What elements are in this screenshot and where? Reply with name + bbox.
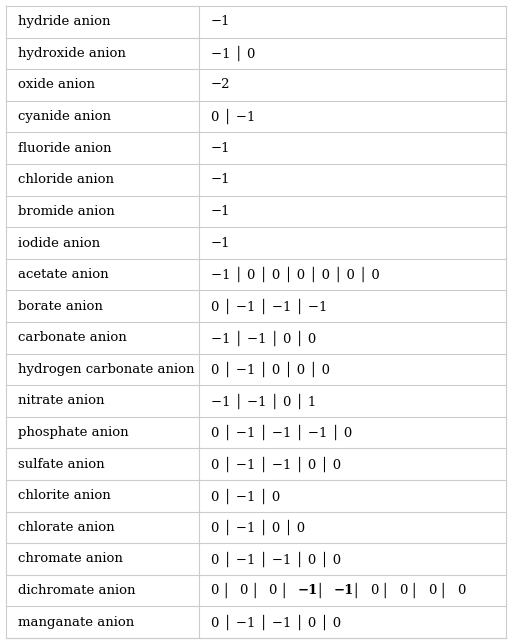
Text: 0 │ −1 │ −1 │ 0 │ 0: 0 │ −1 │ −1 │ 0 │ 0: [210, 614, 340, 630]
Text: −1: −1: [210, 173, 230, 186]
Text: 0: 0: [370, 584, 378, 597]
Text: −1: −1: [210, 205, 230, 218]
Text: oxide anion: oxide anion: [18, 79, 95, 91]
Text: chlorate anion: chlorate anion: [18, 521, 115, 534]
Text: 0: 0: [269, 584, 277, 597]
Text: │: │: [348, 583, 365, 598]
Text: −1 │ 0 │ 0 │ 0 │ 0 │ 0 │ 0: −1 │ 0 │ 0 │ 0 │ 0 │ 0 │ 0: [210, 267, 379, 282]
Text: 0 │ −1: 0 │ −1: [210, 109, 255, 124]
Text: │: │: [436, 583, 452, 598]
Text: −2: −2: [210, 79, 230, 91]
Text: sulfate anion: sulfate anion: [18, 458, 104, 471]
Text: │: │: [312, 583, 329, 598]
Text: fluoride anion: fluoride anion: [18, 142, 112, 155]
Text: 0: 0: [399, 584, 408, 597]
Text: nitrate anion: nitrate anion: [18, 395, 104, 408]
Text: chloride anion: chloride anion: [18, 173, 114, 186]
Text: │: │: [276, 583, 292, 598]
Text: 0: 0: [457, 584, 465, 597]
Text: 0 │ −1 │ 0 │ 0: 0 │ −1 │ 0 │ 0: [210, 520, 305, 535]
Text: hydride anion: hydride anion: [18, 15, 111, 28]
Text: −1: −1: [297, 584, 318, 597]
Text: │: │: [377, 583, 394, 598]
Text: 0 │ −1 │ 0: 0 │ −1 │ 0: [210, 488, 280, 504]
Text: manganate anion: manganate anion: [18, 616, 134, 629]
Text: bromide anion: bromide anion: [18, 205, 115, 218]
Text: acetate anion: acetate anion: [18, 268, 109, 281]
Text: │: │: [407, 583, 423, 598]
Text: 0: 0: [240, 584, 248, 597]
Text: phosphate anion: phosphate anion: [18, 426, 129, 439]
Text: │: │: [247, 583, 263, 598]
Text: −1 │ 0: −1 │ 0: [210, 46, 255, 61]
Text: −1 │ −1 │ 0 │ 1: −1 │ −1 │ 0 │ 1: [210, 393, 316, 409]
Text: iodide anion: iodide anion: [18, 236, 100, 249]
Text: 0: 0: [428, 584, 437, 597]
Text: borate anion: borate anion: [18, 299, 103, 313]
Text: 0: 0: [210, 584, 219, 597]
Text: 0 │ −1 │ −1 │ −1: 0 │ −1 │ −1 │ −1: [210, 298, 327, 314]
Text: │: │: [218, 583, 234, 598]
Text: cyanide anion: cyanide anion: [18, 110, 111, 123]
Text: dichromate anion: dichromate anion: [18, 584, 136, 597]
Text: chlorite anion: chlorite anion: [18, 489, 111, 502]
Text: −1: −1: [210, 236, 230, 249]
Text: −1 │ −1 │ 0 │ 0: −1 │ −1 │ 0 │ 0: [210, 330, 316, 346]
Text: 0 │ −1 │ 0 │ 0 │ 0: 0 │ −1 │ 0 │ 0 │ 0: [210, 362, 330, 377]
Text: 0 │ −1 │ −1 │ −1 │ 0: 0 │ −1 │ −1 │ −1 │ 0: [210, 425, 352, 440]
Text: carbonate anion: carbonate anion: [18, 331, 127, 345]
Text: 0 │ −1 │ −1 │ 0 │ 0: 0 │ −1 │ −1 │ 0 │ 0: [210, 551, 340, 567]
Text: hydroxide anion: hydroxide anion: [18, 47, 126, 60]
Text: chromate anion: chromate anion: [18, 553, 123, 565]
Text: −1: −1: [334, 584, 354, 597]
Text: 0 │ −1 │ −1 │ 0 │ 0: 0 │ −1 │ −1 │ 0 │ 0: [210, 457, 340, 472]
Text: −1: −1: [210, 142, 230, 155]
Text: hydrogen carbonate anion: hydrogen carbonate anion: [18, 363, 195, 376]
Text: −1: −1: [210, 15, 230, 28]
